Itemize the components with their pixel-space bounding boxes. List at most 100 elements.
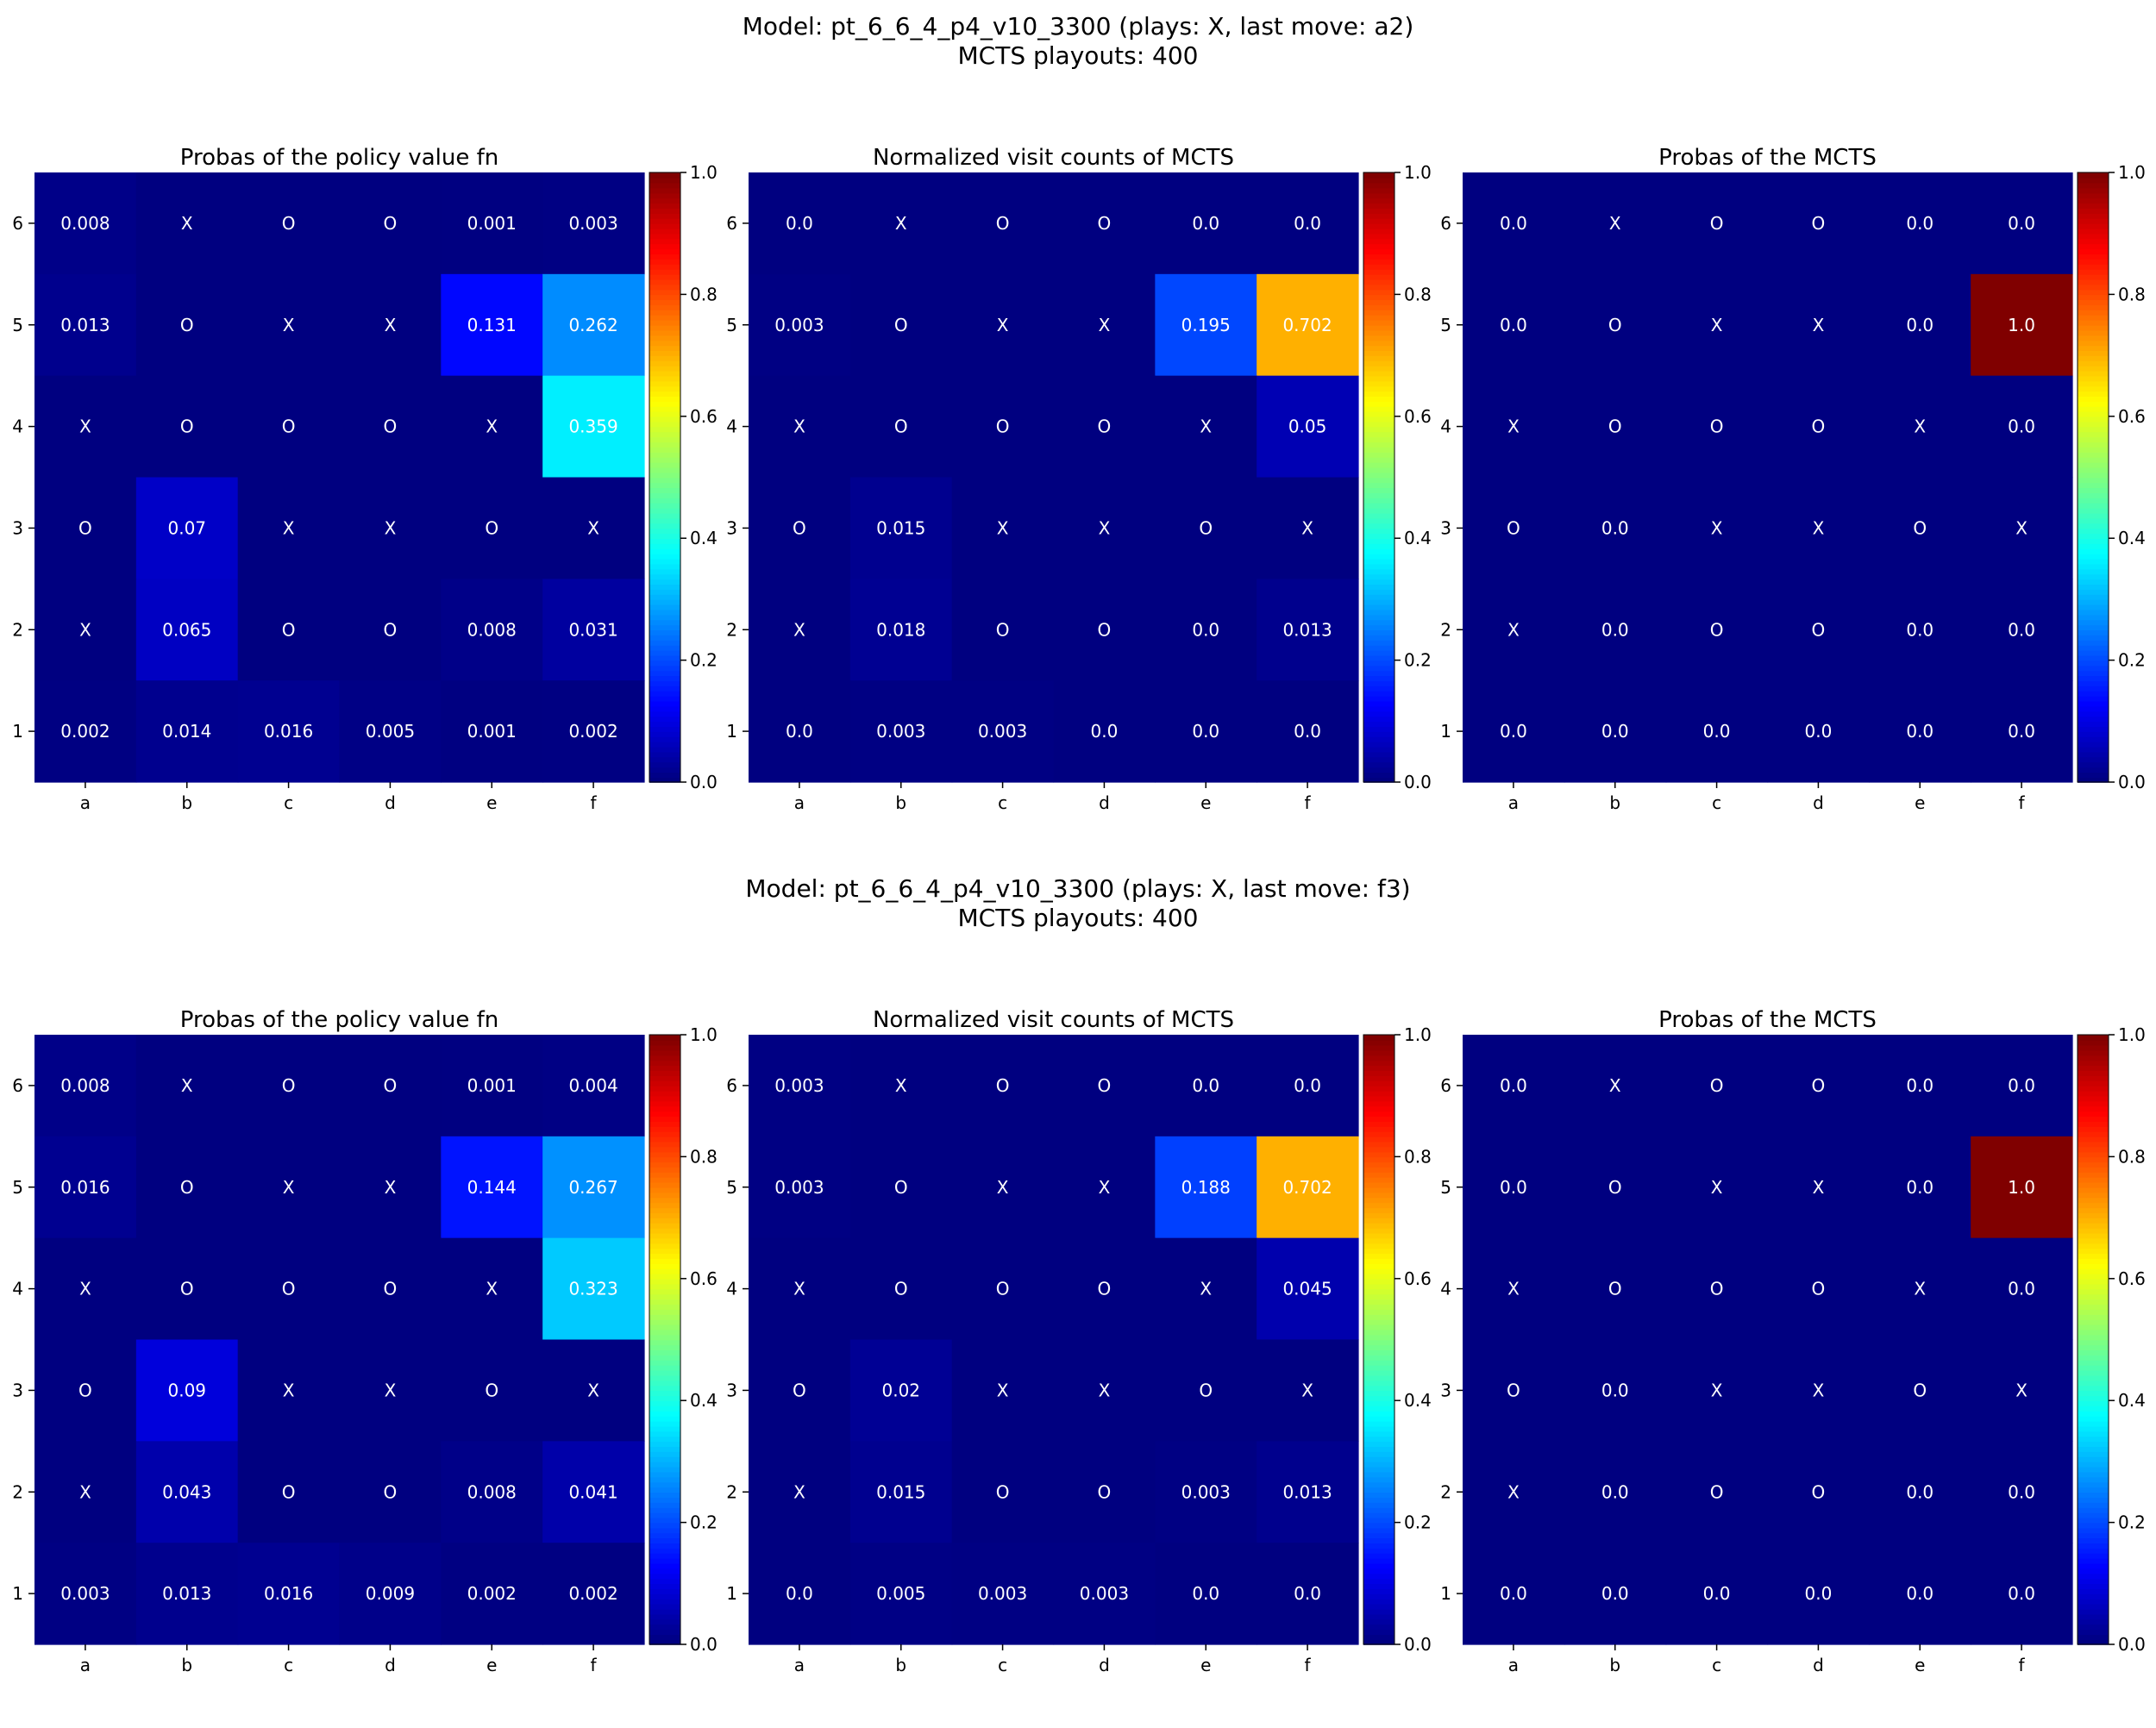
cell-label: 0.267 [568,1177,617,1198]
colorbar-segment [649,1497,680,1503]
heatmap-cell [749,172,851,275]
colorbar-segment [2078,294,2109,301]
heatmap-cell [34,680,137,783]
x-tick-label: c [284,792,293,813]
colorbar-segment [649,218,680,224]
colorbar-segment [2078,517,2109,524]
colorbar-segment [1363,609,1395,616]
colorbar-segment [1363,1502,1395,1508]
colorbar-segment [2078,553,2109,560]
colorbar-segment [2078,1492,2109,1498]
colorbar-segment [1363,598,1395,605]
colorbar-segment [2078,401,2109,407]
cell-label: O [1608,416,1622,437]
heatmap-cell [339,1441,442,1543]
colorbar-segment [2078,695,2109,702]
heatmap-cell [1155,680,1257,783]
cell-label: O [282,1481,296,1502]
heatmap-cell [1564,1441,1667,1543]
heatmap-cell [1665,1543,1769,1645]
colorbar-segment [2078,1237,2109,1244]
colorbar-segment [649,1395,680,1401]
y-tick-label: 2 [726,619,737,640]
colorbar-segment [2078,1212,2109,1218]
colorbar-segment [2078,461,2109,468]
colorbar-segment [649,1304,680,1310]
colorbar-segment [649,629,680,635]
colorbar-segment [2078,700,2109,707]
cell-label: O [1812,1481,1826,1502]
colorbar-segment [1363,345,1395,352]
colorbar-segment [2078,1105,2109,1112]
colorbar-segment [649,1314,680,1320]
x-tick-label: c [1712,1655,1721,1675]
cell-label: O [1608,1279,1622,1299]
colorbar-segment [2078,680,2109,686]
colorbar-segment [649,1248,680,1255]
colorbar-segment [649,1197,680,1204]
heatmap-cell [1053,375,1156,479]
colorbar-segment [1363,675,1395,681]
x-tick-label: f [591,1655,598,1675]
colorbar-segment [1363,472,1395,479]
y-tick-label: 3 [726,1380,737,1400]
heatmap-cell [1869,477,1971,579]
heatmap-cell [1564,579,1667,681]
cell-label: X [1711,517,1723,538]
cell-label: X [1099,517,1111,538]
heatmap-cell [1053,1441,1156,1543]
heatmap-2: Normalized visit counts of MCTS 0.0 X O O 0.0… [726,145,1432,813]
heatmap-cell [441,579,543,681]
heatmap-title: Probas of the policy value fn [180,1007,498,1033]
heatmap-cell [1155,477,1257,579]
colorbar-segment [2078,1441,2109,1448]
colorbar-segment [1363,222,1395,229]
colorbar-segment [1363,1070,1395,1076]
colorbar-segment [649,624,680,631]
colorbar-segment [1363,319,1395,326]
heatmap-cell [1463,273,1565,377]
colorbar-segment [1363,456,1395,463]
colorbar-segment [649,222,680,229]
colorbar-tick-label: 0.4 [1404,1390,1432,1411]
colorbar-segment [649,1085,680,1092]
heatmap-cell [135,375,239,479]
colorbar-segment [2078,726,2109,732]
cell-label: O [282,213,296,234]
colorbar-segment [1363,1344,1395,1351]
colorbar-segment [1363,1060,1395,1067]
colorbar-segment [1363,670,1395,677]
heatmap-title: Probas of the MCTS [1658,1007,1877,1033]
cell-label: 0.0 [2008,1279,2035,1299]
colorbar-segment [1363,1608,1395,1615]
colorbar-segment [2078,761,2109,768]
cell-label: X [793,1279,805,1299]
colorbar-segment [649,324,680,331]
colorbar-segment [649,635,680,641]
heatmap-cell [542,273,645,377]
colorbar-segment [2078,1349,2109,1355]
heatmap-cell [1053,1543,1156,1645]
cell-label: O [1710,213,1724,234]
colorbar-segment [2078,1420,2109,1427]
colorbar-segment [1363,487,1395,493]
colorbar-segment [2078,1466,2109,1473]
colorbar-segment [1363,1374,1395,1381]
colorbar-segment [2078,319,2109,326]
colorbar-segment [1363,1506,1395,1513]
colorbar-segment [1363,1309,1395,1315]
heatmap-cell [849,1035,953,1137]
heatmap-cell [1971,680,2073,783]
cell-label: O [793,1380,806,1400]
colorbar-segment [1363,660,1395,667]
colorbar-segment [2078,1522,2109,1529]
colorbar-segment [1363,1314,1395,1320]
cell-label: 0.008 [467,619,517,640]
cell-label: 0.018 [876,619,925,640]
heatmap-cell [1053,680,1156,783]
cell-label: X [283,1380,295,1400]
cell-label: 0.003 [774,315,824,335]
y-tick-label: 5 [12,315,23,335]
colorbar-segment [649,182,680,189]
cell-label: X [1914,1279,1926,1299]
